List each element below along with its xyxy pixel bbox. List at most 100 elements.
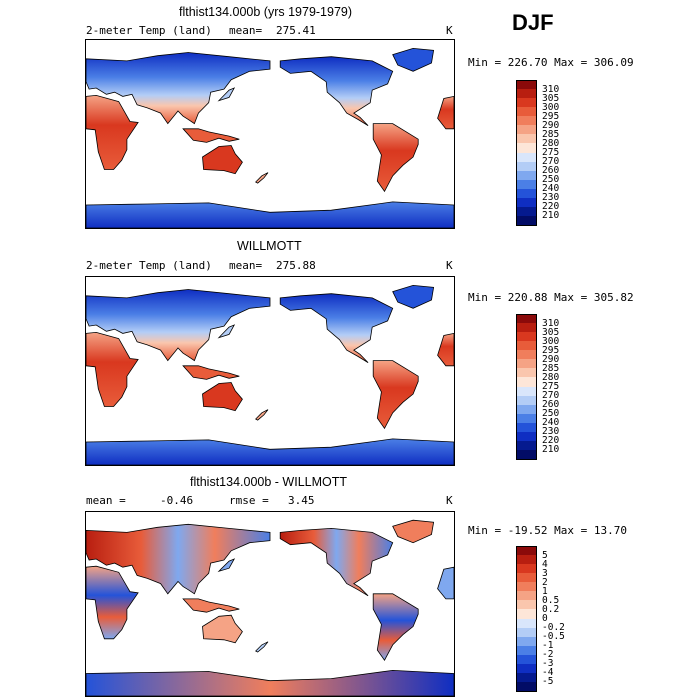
colorbar-cell	[516, 197, 537, 208]
colorbar-cell	[516, 413, 537, 424]
namerica-landmass	[279, 293, 394, 363]
colorbar-cell	[516, 449, 537, 460]
colorbar-cell	[516, 546, 537, 556]
colorbar-tick-label: 280	[542, 137, 560, 149]
colorbar-tick-label: 4	[542, 558, 548, 570]
colorbar-cell	[516, 80, 537, 90]
colorbar-cell	[516, 654, 537, 665]
panel3-units: K	[446, 494, 453, 507]
colorbar-cell	[516, 636, 537, 647]
panel1-map-svg	[86, 40, 454, 228]
colorbar-cell	[516, 359, 537, 369]
japan-landmass	[217, 558, 236, 573]
colorbar-cell	[516, 125, 537, 135]
panel2-colorbar: 310 305 300 295 290 285 280 275 270 260 250 240 230 2…	[516, 314, 576, 460]
colorbar-cell	[516, 134, 537, 144]
colorbar-tick-label: 290	[542, 353, 560, 365]
colorbar-cell	[516, 368, 537, 378]
colorbar-tick-label: 250	[542, 174, 560, 186]
colorbar-cell	[516, 350, 537, 360]
colorbar-tick-label: 275	[542, 381, 560, 392]
colorbar-cell	[516, 645, 537, 656]
colorbar-cell	[516, 582, 537, 592]
colorbar-cell	[516, 107, 537, 117]
colorbar-cell	[516, 377, 537, 387]
colorbar-cell	[516, 564, 537, 574]
samerica-landmass	[372, 593, 419, 661]
panel3-map	[85, 511, 455, 697]
samerica-landmass	[372, 123, 419, 193]
colorbar-tick-label: 220	[542, 435, 560, 447]
panel3-rmse-label: rmse =	[229, 494, 269, 507]
panel3-minmax: Min = -19.52 Max = 13.70	[468, 524, 627, 537]
colorbar-tick-label: 250	[542, 408, 560, 420]
antarctica-landmass	[86, 438, 454, 465]
colorbar-tick-label: 285	[542, 362, 560, 374]
indonesia-landmass	[182, 128, 240, 143]
panel1-units: K	[446, 24, 453, 37]
colorbar-cell	[516, 555, 537, 565]
colorbar-cell	[516, 179, 537, 190]
colorbar-tick-label: 295	[542, 344, 560, 356]
colorbar-tick-label: -3	[542, 658, 554, 670]
colorbar-tick-label: 310	[542, 83, 560, 95]
australia-landmass	[202, 145, 243, 175]
panel2-map-svg	[86, 277, 454, 465]
colorbar-tick-label: 280	[542, 371, 560, 383]
panel1-mean-value: 275.41	[276, 24, 316, 37]
colorbar-tick-label: 305	[542, 326, 560, 338]
colorbar-cell	[516, 161, 537, 172]
colorbar-cell	[516, 170, 537, 181]
colorbar-cell	[516, 573, 537, 583]
colorbar-cell	[516, 609, 537, 619]
colorbar-cell	[516, 143, 537, 153]
colorbar-tick-label: -2	[542, 649, 554, 661]
colorbar-tick-label: 220	[542, 201, 560, 213]
africa-landmass	[86, 331, 139, 407]
colorbar-cell	[516, 188, 537, 199]
panel3-title: flthist134.000b - WILLMOTT	[190, 475, 348, 489]
africa_west-landmass	[437, 95, 454, 130]
panel1-minmax: Min = 226.70 Max = 306.09	[468, 56, 634, 69]
indonesia-landmass	[182, 598, 240, 613]
colorbar-tick-label: 210	[542, 444, 560, 456]
africa-landmass	[86, 565, 139, 640]
colorbar-tick-label: -1	[542, 640, 554, 652]
panel2-mean-value: 275.88	[276, 259, 316, 272]
panel2-units: K	[446, 259, 453, 272]
panel3-colorbar: 5 4 3 2 1 0.5 0.2 0 -0.2 -0.5 -1 -2 -3 -4 -5	[516, 546, 576, 692]
nz-landmass	[255, 409, 269, 421]
australia-landmass	[202, 382, 243, 412]
eurasia-landmass	[86, 289, 271, 362]
colorbar-cell	[516, 422, 537, 433]
colorbar-cell	[516, 215, 537, 226]
nz-landmass	[255, 172, 269, 184]
colorbar-tick-label: 0.5	[542, 594, 560, 606]
panel1-title: flthist134.000b (yrs 1979-1979)	[179, 5, 353, 19]
colorbar-cell	[516, 314, 537, 324]
colorbar-cell	[516, 152, 537, 163]
colorbar-tick-label: 260	[542, 165, 560, 177]
colorbar-cell	[516, 663, 537, 674]
colorbar-tick-label: 230	[542, 192, 560, 204]
colorbar-tick-label: 290	[542, 119, 560, 131]
colorbar-tick-label: 270	[542, 156, 560, 168]
colorbar-cell	[516, 395, 537, 406]
panel2-title: WILLMOTT	[237, 239, 302, 253]
greenland-landmass	[392, 47, 435, 72]
eurasia-landmass	[86, 523, 271, 595]
panel2-minmax: Min = 220.88 Max = 305.82	[468, 291, 634, 304]
panel2-map	[85, 276, 455, 466]
colorbar-cell	[516, 386, 537, 397]
japan-landmass	[217, 87, 236, 102]
colorbar-cell	[516, 440, 537, 451]
colorbar-tick-label: 295	[542, 110, 560, 122]
colorbar-tick-label: 300	[542, 335, 560, 347]
colorbar-cell	[516, 431, 537, 442]
colorbar-tick-label: -0.2	[542, 622, 565, 634]
japan-landmass	[217, 324, 236, 339]
colorbar-cell	[516, 206, 537, 217]
colorbar-cell	[516, 681, 537, 692]
panel1-map	[85, 39, 455, 229]
colorbar-tick-label: 210	[542, 210, 560, 222]
